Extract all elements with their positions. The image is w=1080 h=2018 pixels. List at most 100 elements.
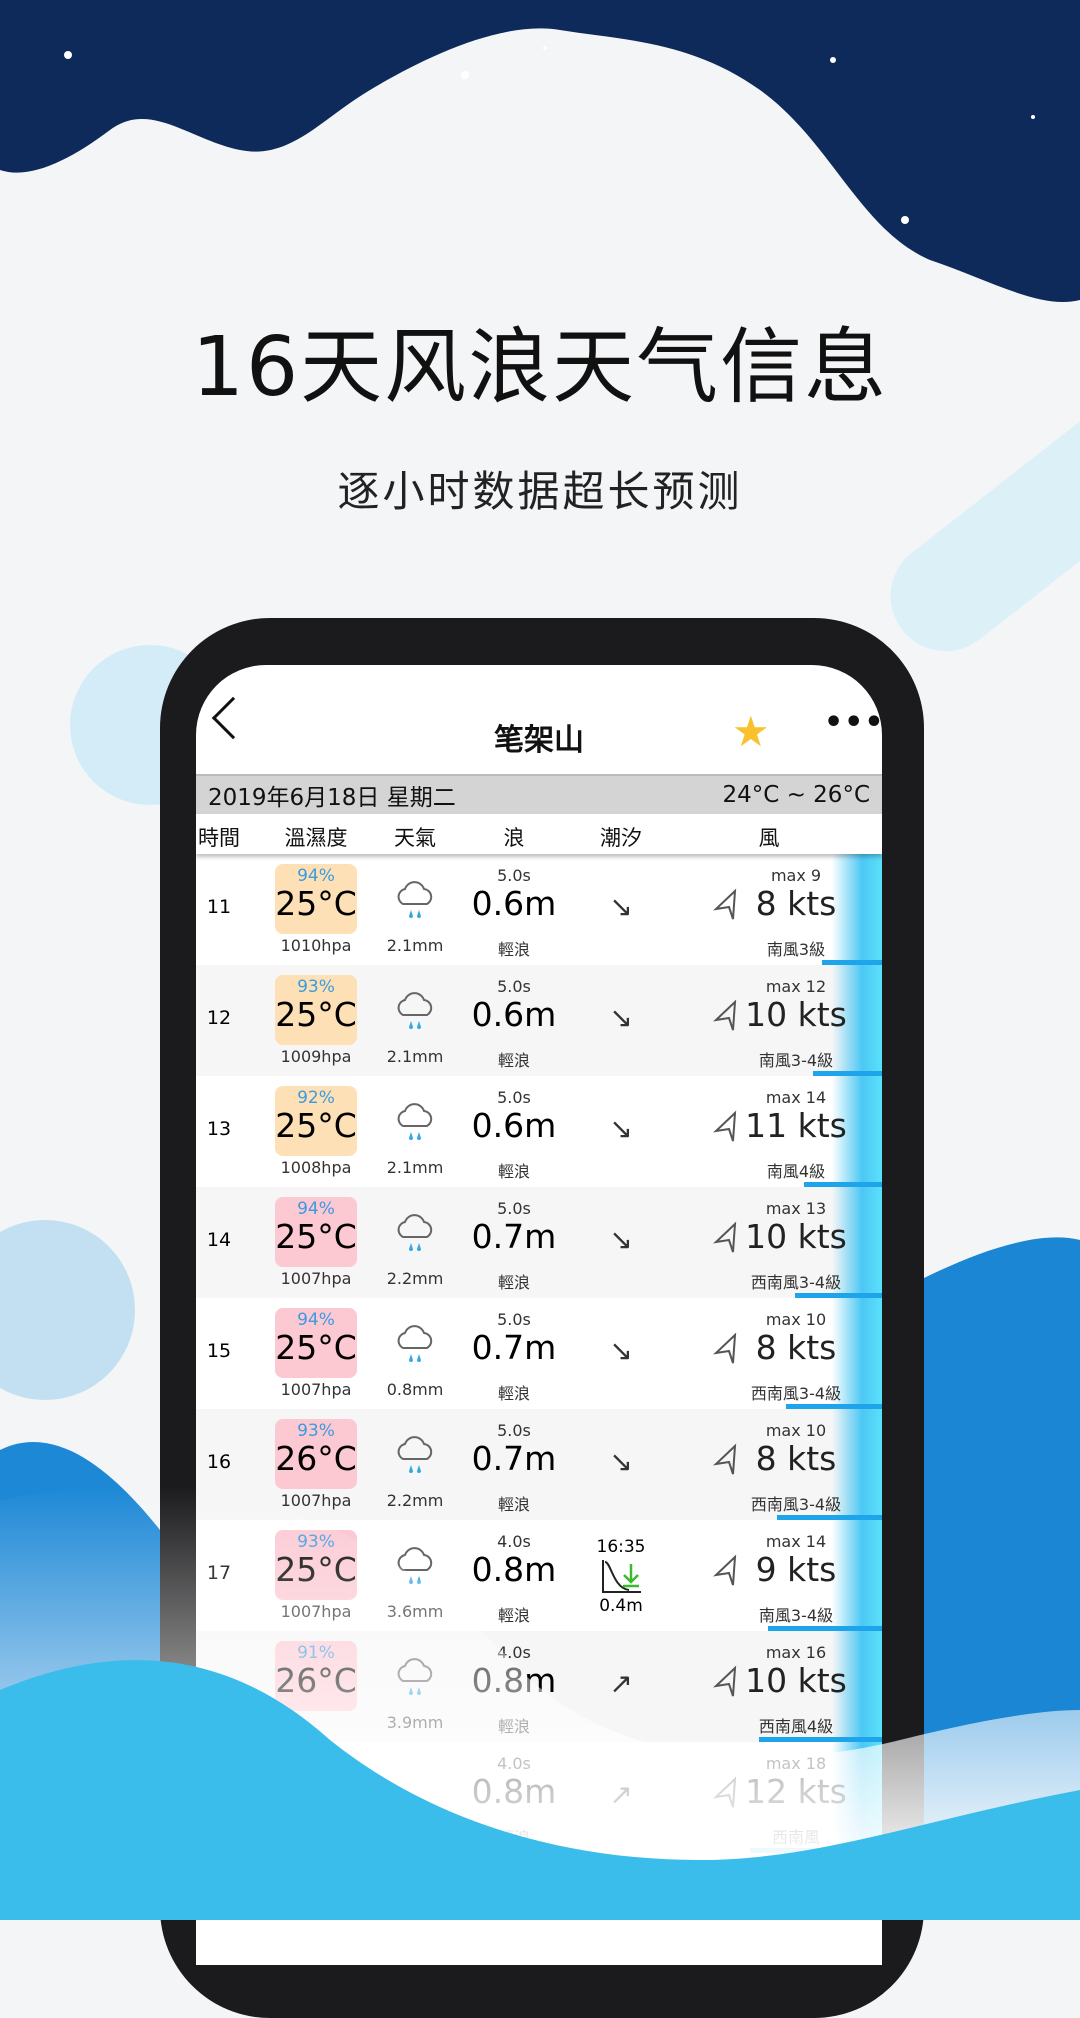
- table-row[interactable]: 13 92% 25°C 1008hpa 2.1mm 5.0s 0.6m 輕浪 ↘…: [196, 1076, 882, 1187]
- wind-direction-arrow-icon: [713, 888, 737, 920]
- wind-gradient-bar: [832, 965, 882, 1076]
- wind-speed: 9 kts: [755, 1550, 837, 1589]
- col-temp-humidity: 溫濕度: [284, 826, 348, 850]
- wind-max: max 16: [765, 1643, 827, 1662]
- wind-strength-bar: [804, 1182, 882, 1187]
- wave-height: 0.7m: [471, 1439, 557, 1478]
- humidity: 93%: [297, 977, 335, 997]
- wind-desc: 南風3-4級: [758, 1051, 834, 1070]
- wind-direction-arrow-icon: [713, 1554, 737, 1586]
- pressure: 1007hpa: [280, 1602, 352, 1621]
- wind-speed: 10 kts: [745, 1661, 847, 1700]
- col-wave: 浪: [503, 826, 525, 850]
- wave-desc: 輕浪: [497, 1273, 531, 1292]
- table-row[interactable]: 17 93% 25°C 1007hpa 3.6mm 4.0s 0.8m 輕浪 1…: [196, 1520, 882, 1631]
- wind-direction-arrow-icon: [713, 1776, 737, 1808]
- wind-strength-bar: [750, 1848, 882, 1853]
- wind-desc: 西南風3-4級: [750, 1495, 842, 1514]
- rainfall: 3.9mm: [386, 1713, 444, 1732]
- table-row[interactable]: 14 94% 25°C 1007hpa 2.2mm 5.0s 0.7m 輕浪 ↘…: [196, 1187, 882, 1298]
- favorite-star-icon[interactable]: ★: [732, 707, 770, 756]
- wind-gradient-bar: [832, 1520, 882, 1631]
- wind-speed: 8 kts: [755, 1328, 837, 1367]
- wave-height: 0.8m: [471, 1550, 557, 1589]
- wind-max: max 9: [770, 866, 822, 885]
- wind-speed: 8 kts: [755, 1439, 837, 1478]
- rainfall: 2.1mm: [386, 1158, 444, 1177]
- table-row[interactable]: 12 93% 25°C 1009hpa 2.1mm 5.0s 0.6m 輕浪 ↘…: [196, 965, 882, 1076]
- temperature: 25°C: [275, 1550, 357, 1589]
- wind-max: max 10: [765, 1421, 827, 1440]
- col-time: 時間: [198, 826, 240, 850]
- tide-trend-arrow-icon: ↘: [609, 1112, 633, 1145]
- table-row[interactable]: 11 94% 25°C 1010hpa 2.1mm 5.0s 0.6m 輕浪 ↘…: [196, 854, 882, 965]
- col-weather: 天氣: [394, 826, 436, 850]
- more-menu-icon[interactable]: •••: [824, 705, 882, 740]
- wind-speed: 10 kts: [745, 995, 847, 1034]
- subheadline: 逐小时数据超长预测: [337, 467, 743, 516]
- temp-box: [275, 1752, 357, 1822]
- wind-max: max 14: [765, 1532, 827, 1551]
- tide-trend-arrow-icon: ↗: [609, 1667, 633, 1700]
- wave-period: 5.0s: [497, 977, 531, 996]
- pressure: 1007hpa: [280, 1269, 352, 1288]
- wave-period: 5.0s: [497, 1310, 531, 1329]
- tide-height: 0.4m: [599, 1596, 643, 1616]
- rainfall: 3.6mm: [386, 1602, 444, 1621]
- wave-desc: 輕浪: [497, 1495, 531, 1514]
- date-bar: 2019年6月18日 星期二 24°C ~ 26°C: [196, 774, 882, 814]
- humidity: 91%: [297, 1643, 335, 1663]
- location-title: 笔架山: [494, 723, 584, 758]
- rainfall: 2.2mm: [386, 1269, 444, 1288]
- phone-screen: 笔架山 ★ ••• 2019年6月18日 星期二 24°C ~ 26°C 時間 …: [196, 665, 882, 1965]
- rain-cloud-icon: [397, 1547, 433, 1584]
- humidity: 94%: [297, 866, 335, 886]
- low-tide-chart-icon: [602, 1560, 641, 1593]
- temp-box: [275, 864, 357, 934]
- hour: 16: [206, 1451, 232, 1473]
- wave-height: 0.8m: [471, 1772, 557, 1811]
- wind-desc: 西南風: [771, 1828, 821, 1847]
- temp-box: [275, 1086, 357, 1156]
- wind-direction-arrow-icon: [713, 1332, 737, 1364]
- wave-period: 5.0s: [497, 1088, 531, 1107]
- temperature: 26°C: [275, 1439, 357, 1478]
- wind-gradient-bar: [832, 854, 882, 965]
- wave-period: 4.0s: [497, 1754, 531, 1773]
- col-tide: 潮汐: [600, 826, 642, 850]
- wave-height: 0.6m: [471, 1106, 557, 1145]
- wind-strength-bar: [786, 1404, 882, 1409]
- wind-max: max 12: [765, 977, 827, 996]
- table-row[interactable]: 15 94% 25°C 1007hpa 0.8mm 5.0s 0.7m 輕浪 ↘…: [196, 1298, 882, 1409]
- wave-desc: 輕浪: [497, 1051, 531, 1070]
- wind-gradient-bar: [832, 1298, 882, 1409]
- wave-desc: 輕浪: [497, 1606, 531, 1625]
- table-row[interactable]: 4.0s 0.8m 輕浪 ↗ max 18 12 kts 西南風: [196, 1742, 882, 1853]
- nav-bar: 笔架山 ★ •••: [196, 665, 882, 774]
- pressure: 1007hpa: [280, 1491, 352, 1510]
- column-header: 時間 溫濕度 天氣 浪 潮汐 風: [196, 814, 882, 854]
- decor-circle: [0, 1220, 135, 1400]
- date-label: 2019年6月18日 星期二: [208, 785, 456, 811]
- wave-desc: 輕浪: [497, 1162, 531, 1181]
- temperature: 25°C: [275, 995, 357, 1034]
- wind-direction-arrow-icon: [713, 1443, 737, 1475]
- table-row[interactable]: 16 93% 26°C 1007hpa 2.2mm 5.0s 0.7m 輕浪 ↘…: [196, 1409, 882, 1520]
- wave-height: 0.6m: [471, 995, 557, 1034]
- wave-desc: 輕浪: [497, 1384, 531, 1403]
- forecast-list[interactable]: 11 94% 25°C 1010hpa 2.1mm 5.0s 0.6m 輕浪 ↘…: [196, 854, 882, 1853]
- table-row[interactable]: 91% 26°C 3.9mm 4.0s 0.8m 輕浪 ↗ max 16 10 …: [196, 1631, 882, 1742]
- hour: 12: [206, 1007, 232, 1029]
- wind-strength-bar: [822, 960, 882, 965]
- wave-period: 4.0s: [497, 1532, 531, 1551]
- temperature: 25°C: [275, 884, 357, 923]
- wind-desc: 西南風3-4級: [750, 1273, 842, 1292]
- left-ocean-wave: [0, 1441, 160, 1920]
- wind-max: max 13: [765, 1199, 827, 1218]
- decor-pill: [890, 411, 1080, 652]
- temperature: 26°C: [275, 1661, 357, 1700]
- rain-cloud-icon: [397, 1436, 433, 1473]
- rain-cloud-icon: [397, 881, 433, 918]
- pressure: 1007hpa: [280, 1380, 352, 1399]
- rain-cloud-icon: [397, 992, 433, 1029]
